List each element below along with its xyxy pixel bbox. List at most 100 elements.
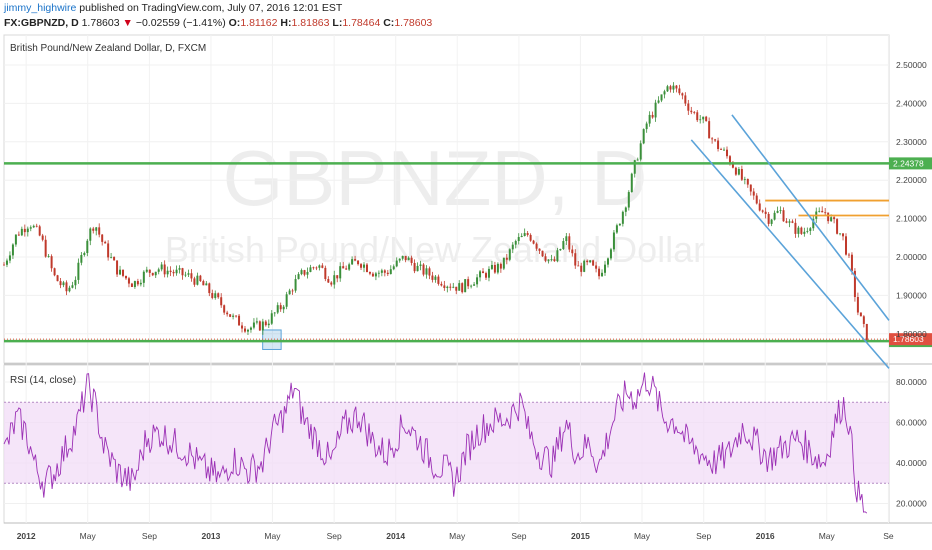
candle-body [791,221,794,223]
candle-body [315,267,318,269]
last-price-badge-label: 1.78603 [893,334,924,344]
candle-body [205,283,208,286]
candle-body [645,123,648,130]
high-label: H: [280,17,292,29]
candle-body [639,143,642,160]
candle-body [306,271,309,275]
price-axis[interactable]: 2.50000 2.40000 2.30000 2.20000 2.10000 2.000… [896,60,927,339]
candle-body [601,272,604,277]
candle-body [624,207,627,212]
candle-body [249,327,252,330]
candle-body [235,315,238,317]
candle-body [145,269,148,272]
candle-body [827,212,830,222]
candle-body [86,240,89,254]
candle-body [133,281,136,287]
candle-body [35,225,38,227]
candle-body [136,281,139,285]
candle-body [806,230,809,232]
candle-body [526,233,529,235]
candle-body [606,258,609,265]
candle-body [71,285,74,288]
channel-line[interactable] [690,139,890,369]
candle-body [124,275,127,279]
candle-body [65,282,68,292]
candle-body [508,249,511,260]
candle-body [187,273,190,275]
candle-body [92,228,95,231]
candle-body [190,273,193,279]
candle-body [755,195,758,204]
time-axis[interactable]: 2012 May Sep 2013 May Sep 2014 May Sep 2015 May Sep… [17,531,894,541]
candle-body [252,322,255,328]
price-tick-label: 2.40000 [896,98,927,108]
candle-body [363,264,366,268]
candle-body [184,274,187,276]
time-tick-label: Se [883,531,894,541]
author-link[interactable]: jimmy_highwire [4,2,77,14]
candle-body [505,257,508,260]
candle-body [535,243,538,249]
candle-body [374,273,377,277]
rsi-axis[interactable]: 80.0000 60.0000 40.0000 20.0000 [896,377,927,509]
candle-body [630,173,633,193]
candle-body [544,256,547,261]
candle-body [490,264,493,269]
channel-line[interactable] [731,114,890,321]
candle-body [797,227,800,234]
candle-body [788,221,791,223]
candle-body [604,264,607,273]
candle-body [14,234,17,245]
price-pane-title: British Pound/New Zealand Dollar, D, FXC… [10,43,206,54]
rsi-tick-label: 80.0000 [896,377,927,387]
candle-body [856,297,859,313]
candle-body [487,268,490,278]
candle-body [95,227,98,231]
candle-body [723,149,726,151]
candle-body [484,273,487,278]
candle-body [83,253,86,255]
candle-body [241,325,244,329]
candle-body [452,286,455,288]
candle-body [621,211,624,224]
candle-body [479,271,482,278]
candle-body [130,283,133,287]
candle-body [238,315,241,326]
candle-body [8,255,11,261]
candle-body [583,260,586,272]
candle-body [181,268,184,276]
rsi-tick-label: 20.0000 [896,499,927,509]
candle-body [612,232,615,250]
candle-body [449,286,452,288]
candle-body [68,287,71,292]
candle-body [163,264,166,275]
candle-body [562,241,565,250]
candle-body [824,212,827,214]
candle-body [809,228,812,231]
candle-body [725,149,728,157]
candle-body [294,279,297,291]
candle-body [223,305,226,313]
candle-body [229,314,232,317]
candle-body [651,114,654,118]
candle-body [803,231,806,234]
candle-body [690,110,693,113]
candle-body [746,178,749,185]
candle-body [127,278,130,284]
price-tick-label: 1.80000 [896,329,927,339]
candle-body [523,233,526,236]
candle-body [208,283,211,294]
ohlc-line: FX:GBPNZD, D 1.78603 ▼ −0.02559 (−1.41%)… [4,17,432,29]
candle-body [32,225,35,228]
candle-body [538,248,541,251]
candle-body [660,94,663,101]
candle-body [291,290,294,292]
candle-body [836,219,839,234]
candle-body [458,283,461,291]
trend-channel[interactable] [690,114,890,369]
candle-body [482,271,485,274]
candle-body [428,268,431,276]
candle-body [696,112,699,121]
